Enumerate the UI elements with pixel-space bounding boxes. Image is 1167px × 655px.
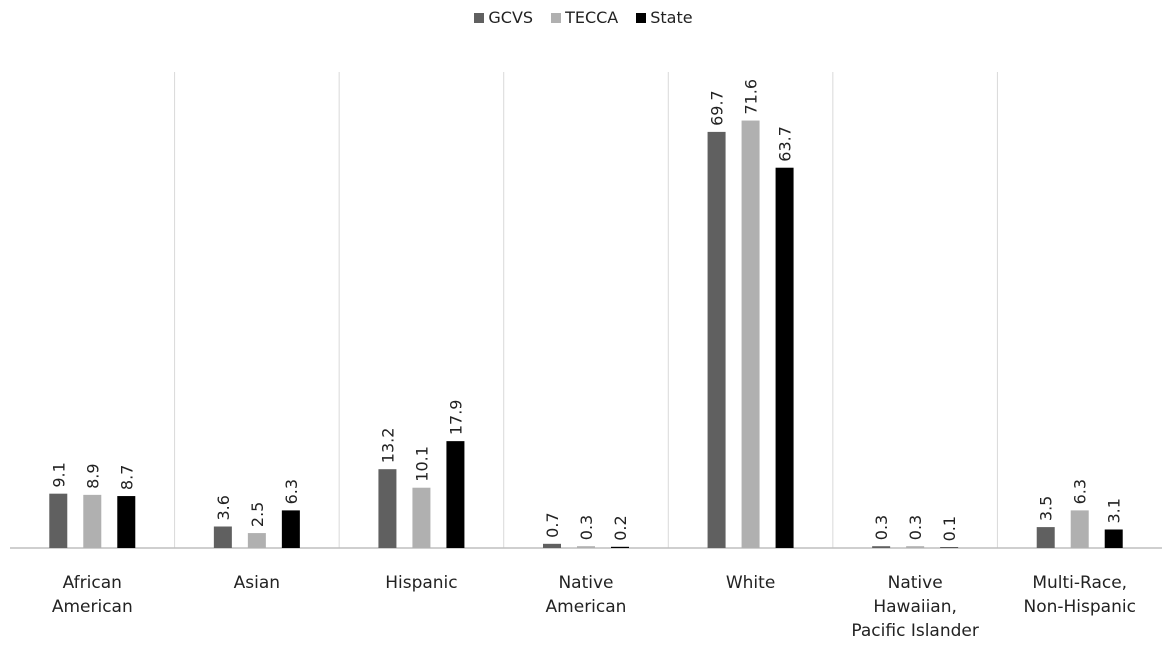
x-tick-label: Hispanic: [385, 573, 457, 593]
data-label-state-5: 0.1: [940, 516, 959, 541]
bar-tecca-1: [247, 533, 266, 548]
x-tick-label: White: [726, 573, 775, 593]
x-tick-label: Non-Hispanic: [1023, 597, 1135, 617]
data-label-tecca-5: 0.3: [906, 515, 925, 540]
data-label-state-3: 0.2: [611, 515, 630, 540]
x-tick-label: African: [63, 573, 122, 593]
bar-state-1: [281, 510, 300, 548]
bar-tecca-6: [1070, 510, 1089, 548]
bar-gcvs-1: [213, 526, 232, 548]
data-label-tecca-0: 8.9: [83, 463, 102, 488]
data-label-tecca-4: 71.6: [742, 79, 761, 115]
bar-gcvs-0: [49, 493, 68, 548]
x-tick-label: Multi-Race,: [1032, 573, 1127, 593]
bar-tecca-2: [412, 487, 431, 548]
x-tick-label: American: [52, 597, 133, 617]
bar-state-3: [611, 546, 629, 548]
data-label-state-4: 63.7: [776, 126, 795, 162]
bar-tecca-0: [83, 494, 102, 548]
chart-legend: GCVS TECCA State: [0, 8, 1167, 27]
legend-label-state: State: [650, 8, 693, 27]
bar-state-0: [117, 496, 136, 548]
data-label-state-2: 17.9: [446, 400, 465, 436]
data-label-gcvs-3: 0.7: [543, 512, 562, 537]
data-label-tecca-6: 6.3: [1071, 479, 1090, 504]
data-label-tecca-2: 10.1: [412, 446, 431, 482]
bar-state-2: [446, 441, 465, 548]
bar-gcvs-2: [378, 469, 397, 548]
data-label-gcvs-6: 3.5: [1037, 496, 1056, 521]
legend-item-tecca: TECCA: [551, 8, 618, 27]
data-label-tecca-1: 2.5: [248, 502, 267, 527]
bar-gcvs-6: [1036, 527, 1055, 548]
bar-tecca-4: [741, 120, 760, 548]
bar-tecca-3: [577, 546, 595, 548]
bar-gcvs-3: [543, 543, 561, 548]
x-tick-label: Pacific Islander: [851, 621, 978, 641]
x-tick-label: Native: [558, 573, 613, 593]
bar-gcvs-4: [707, 131, 726, 549]
legend-item-gcvs: GCVS: [474, 8, 533, 27]
data-label-gcvs-1: 3.6: [214, 495, 233, 520]
data-label-gcvs-2: 13.2: [378, 428, 397, 464]
data-label-tecca-3: 0.3: [577, 515, 596, 540]
legend-item-state: State: [636, 8, 693, 27]
x-tick-label: American: [546, 597, 627, 617]
legend-label-gcvs: GCVS: [488, 8, 534, 27]
data-label-state-6: 3.1: [1105, 498, 1124, 523]
data-label-state-0: 8.7: [117, 465, 136, 490]
x-tick-label: Hawaiian,: [873, 597, 957, 617]
x-tick-label: Native: [888, 573, 943, 593]
data-label-state-1: 6.3: [282, 479, 301, 504]
bar-gcvs-5: [872, 546, 891, 548]
bar-state-4: [775, 167, 794, 548]
bar-tecca-5: [906, 546, 925, 548]
data-label-gcvs-4: 69.7: [708, 90, 727, 126]
legend-swatch-tecca: [551, 12, 562, 23]
legend-swatch-gcvs: [474, 12, 485, 23]
data-label-gcvs-5: 0.3: [872, 515, 891, 540]
bar-state-5: [940, 547, 959, 548]
legend-swatch-state: [636, 12, 647, 23]
x-tick-label: Asian: [234, 573, 280, 593]
bar-state-6: [1104, 529, 1123, 548]
data-label-gcvs-0: 9.1: [49, 462, 68, 487]
legend-label-tecca: TECCA: [565, 8, 619, 27]
